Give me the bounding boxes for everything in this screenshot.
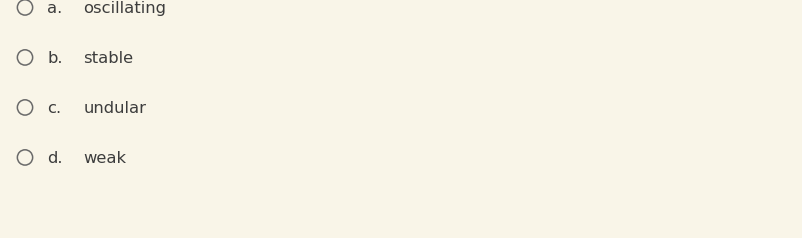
Text: oscillating: oscillating: [83, 1, 166, 16]
Text: stable: stable: [83, 51, 133, 66]
Text: d.: d.: [47, 151, 63, 166]
Text: weak: weak: [83, 151, 127, 166]
Text: undular: undular: [83, 101, 146, 116]
Text: b.: b.: [47, 51, 63, 66]
Text: a.: a.: [47, 1, 63, 16]
Text: c.: c.: [47, 101, 61, 116]
